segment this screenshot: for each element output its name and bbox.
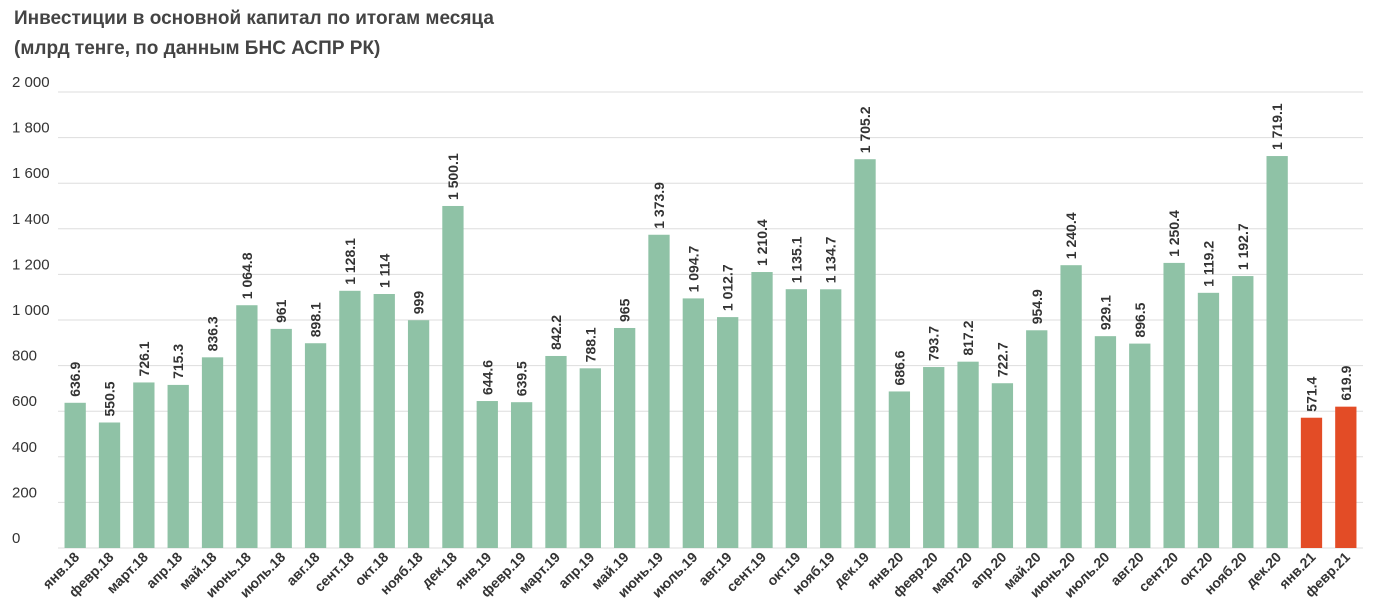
chart-title: Инвестиции в основной капитал по итогам …: [14, 8, 494, 29]
y-tick-label: 800: [12, 348, 37, 365]
y-tick-label: 600: [12, 393, 37, 410]
bar: [236, 305, 258, 548]
bar: [1094, 336, 1117, 548]
bar: [1335, 406, 1357, 548]
data-label: 842.2: [548, 315, 564, 350]
bar: [373, 294, 395, 548]
bar: [201, 357, 224, 548]
data-label: 961: [273, 299, 289, 323]
data-label: 954.9: [1029, 289, 1045, 324]
data-label: 726.1: [136, 341, 152, 376]
bar: [682, 298, 704, 548]
bar: [545, 355, 567, 548]
bar: [888, 391, 911, 548]
bar: [98, 422, 121, 548]
data-label: 1 012.7: [720, 264, 736, 311]
bar: [1129, 343, 1151, 548]
bar: [854, 159, 876, 548]
data-label: 965: [617, 298, 633, 322]
data-label: 686.6: [891, 350, 907, 385]
bar: [510, 402, 533, 548]
bar: [270, 328, 292, 548]
y-tick-label: 1 400: [12, 211, 50, 228]
y-tick-label: 400: [12, 439, 37, 456]
data-label: 1 114: [376, 254, 392, 288]
bar: [1300, 417, 1323, 548]
bar: [1163, 262, 1185, 548]
data-label: 999: [411, 291, 427, 315]
bar: [1232, 276, 1254, 548]
data-label: 1 135.1: [788, 236, 804, 283]
data-label: 644.6: [479, 360, 495, 395]
data-label: 722.7: [994, 342, 1010, 377]
bar: [339, 290, 361, 548]
data-label: 896.5: [1132, 302, 1148, 337]
bar: [1060, 265, 1082, 548]
y-tick-label: 1 200: [12, 256, 50, 273]
x-tick-label: дек.19: [830, 549, 872, 591]
data-label: 1 719.1: [1269, 103, 1285, 150]
bar: [579, 368, 601, 548]
data-label: 788.1: [582, 327, 598, 362]
y-tick-label: 1 800: [12, 120, 50, 137]
bar: [407, 320, 430, 548]
y-tick-label: 2 000: [12, 74, 50, 91]
bar: [1266, 156, 1288, 548]
data-label: 619.9: [1338, 365, 1354, 400]
data-label: 1 119.2: [1200, 241, 1216, 287]
bar: [648, 234, 670, 548]
y-tick-label: 200: [12, 484, 37, 501]
x-tick-label: дек.18: [418, 549, 460, 591]
data-label: 817.2: [960, 320, 976, 355]
data-label: 836.3: [205, 316, 221, 351]
y-tick-label: 1 600: [12, 165, 50, 182]
chart-subtitle: (млрд тенге, по данным БНС АСПР РК): [14, 38, 381, 59]
data-label: 571.4: [1303, 376, 1319, 411]
bar: [820, 289, 842, 548]
data-label: 1 094.7: [685, 245, 701, 292]
bar: [304, 343, 327, 548]
bar: [957, 361, 979, 548]
data-label: 1 064.8: [239, 252, 255, 299]
data-label: 550.5: [102, 381, 118, 416]
bar: [923, 367, 945, 548]
bar: [613, 327, 636, 548]
bar: [1026, 330, 1048, 548]
data-label: 636.9: [67, 362, 83, 397]
bar: [991, 383, 1014, 548]
data-label: 929.1: [1097, 295, 1113, 330]
data-label: 1 500.1: [445, 153, 461, 200]
bar: [785, 289, 808, 548]
data-label: 793.7: [926, 326, 942, 361]
bar: [1197, 292, 1220, 548]
y-tick-label: 1 000: [12, 302, 50, 319]
data-label: 715.3: [170, 344, 186, 379]
data-label: 1 210.4: [754, 219, 770, 266]
bar: [167, 384, 189, 548]
bar: [442, 205, 464, 548]
y-tick-label: 0: [12, 530, 20, 547]
bar: [717, 317, 739, 548]
data-label: 1 250.4: [1166, 210, 1182, 257]
bar: [751, 272, 773, 548]
x-tick-label: дек.20: [1242, 549, 1284, 591]
data-label: 639.5: [514, 361, 530, 396]
bar: [64, 402, 86, 548]
bar: [476, 401, 498, 548]
data-label: 1 192.7: [1235, 223, 1251, 270]
data-label: 1 240.4: [1063, 212, 1079, 259]
data-label: 898.1: [308, 302, 324, 337]
data-label: 1 373.9: [651, 182, 667, 229]
data-label: 1 705.2: [857, 106, 873, 153]
data-label: 1 134.7: [823, 236, 839, 283]
data-label: 1 128.1: [342, 238, 358, 285]
bar: [133, 382, 155, 548]
